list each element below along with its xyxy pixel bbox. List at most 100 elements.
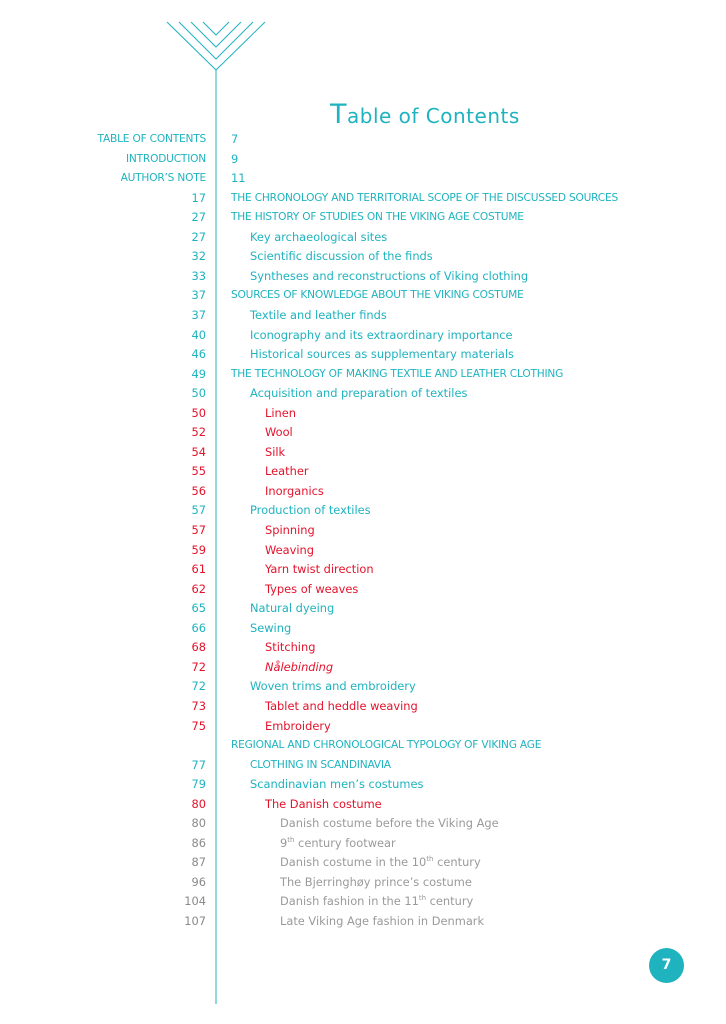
toc-entry[interactable]: 72 Nålebinding xyxy=(0,658,726,678)
toc-entry-text: Scandinavian men’s costumes xyxy=(250,777,424,792)
toc-entry[interactable]: 104 Danish fashion in the 11th century xyxy=(0,892,726,912)
toc-entry-text: Woven trims and embroidery xyxy=(250,679,416,694)
toc-entry-text: Textile and leather finds xyxy=(250,307,387,322)
toc-entry-text: Stitching xyxy=(265,640,316,655)
toc-front-matter-row[interactable]: AUTHOR’S NOTE 11 xyxy=(0,169,726,189)
toc-entry-title: Yarn twist direction xyxy=(265,560,374,580)
toc-entry[interactable]: 40 Iconography and its extraordinary impo… xyxy=(0,326,726,346)
toc-entry[interactable]: 61 Yarn twist direction xyxy=(0,560,726,580)
toc-entry[interactable]: 107 Late Viking Age fashion in Denmark xyxy=(0,912,726,932)
toc-entry-text: Scientific discussion of the finds xyxy=(250,249,433,264)
toc-entry-text-rest: century xyxy=(426,894,474,909)
toc-entry[interactable]: 62 Types of weaves xyxy=(0,580,726,600)
toc-entry[interactable]: 50 Linen xyxy=(0,404,726,424)
toc-entry[interactable]: 27 Key archaeological sites xyxy=(0,228,726,248)
toc-page-number: 72 xyxy=(191,659,207,674)
toc-entry[interactable]: 80 Danish costume before the Viking Age xyxy=(0,814,726,834)
toc-entry[interactable]: 33 Syntheses and reconstructions of Vikin… xyxy=(0,267,726,287)
toc-page-number: 72 xyxy=(191,679,207,694)
page-title: Table of Contents xyxy=(330,99,520,131)
toc-entry-title: THE CHRONOLOGY AND TERRITORIAL SCOPE OF … xyxy=(231,189,618,209)
toc-entry[interactable]: 54 Silk xyxy=(0,443,726,463)
toc-entry-text: CLOTHING IN SCANDINAVIA xyxy=(250,758,391,771)
toc-page-number: 79 xyxy=(191,777,207,792)
toc-page-number: 87 xyxy=(191,855,207,870)
toc-page-number: 59 xyxy=(191,542,207,557)
toc-entry-title: Textile and leather finds xyxy=(250,306,387,326)
toc-entry-text: Yarn twist direction xyxy=(265,562,374,577)
toc-entry[interactable]: 73 Tablet and heddle weaving xyxy=(0,697,726,717)
superscript: th xyxy=(426,855,434,864)
toc-entry-text: Late Viking Age fashion in Denmark xyxy=(280,914,485,928)
toc-entry[interactable]: 79 Scandinavian men’s costumes xyxy=(0,775,726,795)
toc-page-number: 104 xyxy=(184,894,206,909)
toc-front-matter-row[interactable]: TABLE OF CONTENTS 7 xyxy=(0,130,726,150)
superscript: th xyxy=(287,836,295,844)
toc-entry-title: THE HISTORY OF STUDIES ON THE VIKING AGE… xyxy=(231,208,524,228)
toc-entry-text: The Bjerringhøy prince’s costume xyxy=(280,874,472,889)
toc-entry-title: Embroidery xyxy=(265,717,331,737)
toc-page-number: 11 xyxy=(231,171,246,186)
toc-entry-text: 9 xyxy=(280,835,288,850)
toc-entry-title: CLOTHING IN SCANDINAVIA xyxy=(250,756,391,776)
toc-page-number: 56 xyxy=(191,483,207,498)
toc-page-number: 27 xyxy=(191,210,207,225)
toc-front-matter-row[interactable]: INTRODUCTION 9 xyxy=(0,150,726,170)
toc-entry-title: Iconography and its extraordinary import… xyxy=(250,326,513,346)
toc-entry[interactable]: 75 Embroidery xyxy=(0,717,726,737)
toc-entry[interactable]: 68 Stitching xyxy=(0,638,726,658)
toc-entry[interactable]: REGIONAL AND CHRONOLOGICAL TYPOLOGY OF V… xyxy=(0,736,726,756)
toc-entry[interactable]: 55 Leather xyxy=(0,462,726,482)
toc-entry-title: Stitching xyxy=(265,638,315,658)
toc-entry[interactable]: 32 Scientific discussion of the finds xyxy=(0,247,726,267)
toc-label: AUTHOR’S NOTE xyxy=(120,172,207,185)
toc-entry[interactable]: 56 Inorganics xyxy=(0,482,726,502)
toc-page-number: 96 xyxy=(191,874,207,889)
toc-entry-title: Scientific discussion of the finds xyxy=(250,247,433,267)
toc-entry[interactable]: 49 THE TECHNOLOGY OF MAKING TEXTILE AND L… xyxy=(0,365,726,385)
toc-page-number: 50 xyxy=(191,405,207,420)
toc-page-number: 73 xyxy=(191,698,207,713)
toc-entry[interactable]: 96 The Bjerringhøy prince’s costume xyxy=(0,873,726,893)
toc-entry-title: Danish costume before the Viking Age xyxy=(280,814,499,834)
toc-entry[interactable]: 59 Weaving xyxy=(0,541,726,561)
toc-entry[interactable]: 77 CLOTHING IN SCANDINAVIA xyxy=(0,756,726,776)
toc-entry[interactable]: 86 9th century footwear xyxy=(0,834,726,854)
toc-entry-text: Sewing xyxy=(250,620,292,635)
toc-page-number: 66 xyxy=(191,620,207,635)
toc-page-number: 7 xyxy=(231,132,239,146)
toc-page-number: 62 xyxy=(191,581,207,596)
toc-entry[interactable]: 57 Spinning xyxy=(0,521,726,541)
toc-entry[interactable]: 66 Sewing xyxy=(0,619,726,639)
toc-page-number: 80 xyxy=(191,796,207,811)
toc-entry[interactable]: 37 SOURCES OF KNOWLEDGE ABOUT THE VIKING … xyxy=(0,286,726,306)
toc-entry-text: Tablet and heddle weaving xyxy=(265,698,418,713)
toc-entry-text: Leather xyxy=(265,464,309,479)
toc-entry-title: Key archaeological sites xyxy=(250,228,387,248)
toc-entry-text: Wool xyxy=(265,425,293,440)
toc-entry[interactable]: 80 The Danish costume xyxy=(0,795,726,815)
toc-entry[interactable]: 46 Historical sources as supplementary ma… xyxy=(0,345,726,365)
toc-page-number: 32 xyxy=(191,249,207,264)
toc-entry[interactable]: 27 THE HISTORY OF STUDIES ON THE VIKING A… xyxy=(0,208,726,228)
toc-page-number: 49 xyxy=(191,366,207,381)
toc-entry[interactable]: 17 THE CHRONOLOGY AND TERRITORIAL SCOPE O… xyxy=(0,189,726,209)
toc-entry-title: Tablet and heddle weaving xyxy=(265,697,418,717)
toc-entry-title: Acquisition and preparation of textiles xyxy=(250,384,467,404)
toc-page-number: 86 xyxy=(191,835,207,850)
toc-entry[interactable]: 65 Natural dyeing xyxy=(0,599,726,619)
toc-entry[interactable]: 72 Woven trims and embroidery xyxy=(0,677,726,697)
toc-entry-text: Key archaeological sites xyxy=(250,229,388,244)
toc-page-number: 57 xyxy=(191,523,207,537)
toc-entry-title: THE TECHNOLOGY OF MAKING TEXTILE AND LEA… xyxy=(231,365,563,385)
toc-entry[interactable]: 50 Acquisition and preparation of textile… xyxy=(0,384,726,404)
toc-entry-title: Scandinavian men’s costumes xyxy=(250,775,423,795)
toc-entry-text: The Danish costume xyxy=(265,796,382,811)
toc-entry[interactable]: 52 Wool xyxy=(0,423,726,443)
toc-entry[interactable]: 37 Textile and leather finds xyxy=(0,306,726,326)
toc-entry-text-rest: century xyxy=(433,855,481,870)
toc-page-number: 37 xyxy=(191,307,207,322)
toc-entry[interactable]: 87 Danish costume in the 10th century xyxy=(0,853,726,873)
toc-entry[interactable]: 57 Production of textiles xyxy=(0,501,726,521)
toc-entry-text: Syntheses and reconstructions of Viking … xyxy=(250,268,529,283)
